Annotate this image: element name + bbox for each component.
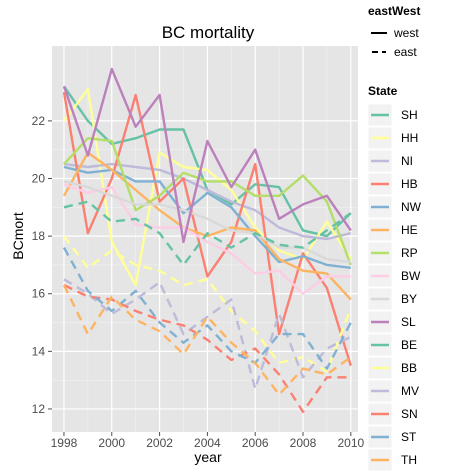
series-line-ni-west bbox=[63, 162, 352, 241]
y-tick-label: 22 bbox=[32, 114, 46, 128]
x-tick-label: 2008 bbox=[290, 436, 317, 450]
y-tick-label: 20 bbox=[32, 172, 46, 186]
linetype-label-east: east bbox=[394, 45, 417, 59]
chart-title: BC mortality bbox=[162, 23, 255, 42]
series-line-th-east bbox=[62, 284, 352, 396]
linetype-legend-title: eastWest bbox=[368, 4, 420, 18]
x-tick-label: 1998 bbox=[51, 436, 78, 450]
legend-label-by: BY bbox=[401, 292, 417, 306]
series-line-st-east bbox=[62, 247, 352, 370]
y-tick-label: 12 bbox=[32, 402, 46, 416]
legend-label-sn: SN bbox=[401, 407, 418, 421]
series-line-bw-west bbox=[63, 183, 351, 295]
x-tick-label: 2010 bbox=[337, 436, 364, 450]
y-axis: 12 14 16 18 20 22 bbox=[32, 114, 52, 416]
x-tick-label: 2006 bbox=[242, 436, 269, 450]
y-tick-label: 16 bbox=[32, 287, 46, 301]
legend-label-sh: SH bbox=[401, 108, 418, 122]
y-axis-title: BCmort bbox=[10, 212, 26, 260]
legend-label-th: TH bbox=[401, 453, 417, 467]
y-tick-label: 18 bbox=[32, 229, 46, 243]
series-line-be-east bbox=[63, 200, 352, 267]
state-legend-title: State bbox=[368, 84, 398, 98]
legend-label-nw: NW bbox=[401, 200, 422, 214]
series-lines bbox=[62, 67, 352, 413]
series-line-mv-east bbox=[63, 278, 352, 390]
legend-label-hb: HB bbox=[401, 177, 418, 191]
legend-label-st: ST bbox=[401, 430, 417, 444]
linetype-label-west: west bbox=[393, 26, 419, 40]
legend-label-sl: SL bbox=[401, 315, 416, 329]
x-tick-label: 2000 bbox=[98, 436, 125, 450]
series-line-he-west bbox=[62, 151, 352, 301]
legend-label-bw: BW bbox=[401, 269, 421, 283]
x-axis: 1998 2000 2002 2004 2006 2008 2010 bbox=[51, 432, 364, 450]
legend-label-ni: NI bbox=[401, 154, 413, 168]
legend-label-bb: BB bbox=[401, 361, 417, 375]
linetype-legend: eastWest west east bbox=[368, 4, 420, 59]
x-tick-label: 2002 bbox=[146, 436, 173, 450]
legend-label-hh: HH bbox=[401, 131, 418, 145]
legend-label-mv: MV bbox=[401, 384, 419, 398]
series-line-hh-west bbox=[63, 87, 352, 287]
legend-label-rp: RP bbox=[401, 246, 418, 260]
legend-label-he: HE bbox=[401, 223, 418, 237]
x-tick-label: 2004 bbox=[194, 436, 221, 450]
y-tick-label: 14 bbox=[32, 344, 46, 358]
plot-panel bbox=[52, 46, 358, 432]
x-axis-title: year bbox=[194, 449, 222, 465]
series-line-sn-east bbox=[63, 284, 351, 413]
series-line-rp-west bbox=[63, 136, 352, 266]
legend-label-be: BE bbox=[401, 338, 417, 352]
series-line-sl-west bbox=[62, 67, 352, 244]
series-line-hb-west bbox=[62, 91, 352, 367]
